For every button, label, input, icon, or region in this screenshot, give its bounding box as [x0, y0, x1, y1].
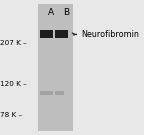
Bar: [55, 91, 64, 95]
Text: 120 K –: 120 K –: [0, 81, 27, 87]
Bar: [40, 30, 53, 38]
Text: A: A: [48, 8, 54, 17]
Bar: [55, 30, 68, 38]
Text: 78 K –: 78 K –: [0, 112, 22, 118]
Text: Neurofibromin: Neurofibromin: [81, 30, 139, 39]
Text: 207 K –: 207 K –: [0, 40, 27, 46]
Bar: [40, 91, 53, 95]
Text: B: B: [63, 8, 69, 17]
Bar: [38, 4, 73, 131]
